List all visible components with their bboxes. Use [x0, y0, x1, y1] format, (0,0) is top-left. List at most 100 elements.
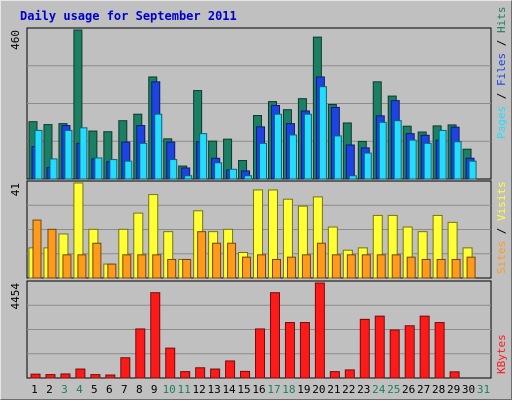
kbytes-bar — [359, 318, 370, 379]
visits-legend-visits: Visits — [495, 181, 508, 221]
x-tick-label: 8 — [136, 383, 143, 396]
x-tick-label: 22 — [342, 383, 355, 396]
kbytes-legend-kbytes: KBytes — [495, 334, 508, 374]
hits-legend-pages: Pages — [495, 106, 508, 139]
sites-bar — [286, 256, 296, 279]
kbytes-bar — [195, 367, 206, 379]
pages-bar — [348, 175, 357, 180]
sites-bar — [92, 242, 102, 279]
kbytes-bar — [30, 373, 41, 379]
x-tick-label: 3 — [61, 383, 68, 396]
pages-bar — [333, 135, 342, 180]
pages-bar — [363, 152, 372, 180]
pages-bar — [229, 168, 238, 180]
x-tick-label: 26 — [402, 383, 415, 396]
x-tick-label: 12 — [193, 383, 206, 396]
kbytes-bar — [314, 282, 325, 379]
sites-bar — [47, 228, 57, 279]
hits-legend-separator: / — [495, 86, 508, 106]
pages-bar — [288, 134, 297, 180]
x-tick-label: 4 — [76, 383, 83, 396]
sites-bar — [152, 254, 162, 279]
pages-bar — [273, 113, 282, 180]
visits-ymax-label: 41 — [9, 183, 22, 196]
kbytes-bar — [269, 292, 280, 379]
pages-bar — [214, 162, 223, 180]
sites-bar — [436, 258, 446, 279]
x-tick-label: 6 — [106, 383, 113, 396]
kbytes-bar — [419, 315, 430, 379]
sites-bar — [421, 258, 431, 279]
kbytes-bar — [225, 360, 236, 379]
kbytes-bar — [299, 322, 310, 379]
x-tick-label: 28 — [432, 383, 445, 396]
x-tick-label: 11 — [178, 383, 191, 396]
sites-bar — [316, 242, 326, 279]
x-tick-label: 18 — [282, 383, 295, 396]
x-tick-label: 20 — [312, 383, 325, 396]
pages-bar — [184, 175, 193, 180]
hits-legend: Pages / Files / Hits — [495, 7, 508, 140]
sites-bar — [107, 263, 117, 279]
kbytes-bar — [90, 374, 101, 379]
x-tick-label: 23 — [357, 383, 370, 396]
x-tick-label: 14 — [222, 383, 236, 396]
kbytes-bar — [434, 322, 445, 379]
kbytes-bar — [105, 374, 116, 379]
x-tick-label: 7 — [121, 383, 128, 396]
x-tick-label: 17 — [267, 383, 280, 396]
kbytes-bar — [389, 329, 400, 379]
pages-bar — [453, 141, 462, 180]
kbytes-bar — [344, 369, 355, 379]
x-tick-label: 21 — [327, 383, 340, 396]
pages-bar — [378, 121, 387, 180]
sites-bar — [77, 254, 87, 279]
sites-bar — [242, 256, 252, 279]
sites-bar — [212, 242, 222, 279]
kbytes-bar — [150, 292, 161, 379]
pages-bar — [49, 158, 58, 180]
sites-bar — [257, 254, 267, 279]
pages-bar — [79, 127, 88, 180]
pages-bar — [169, 159, 178, 180]
pages-bar — [124, 160, 133, 180]
x-tick-label: 30 — [462, 383, 475, 396]
kbytes-bar — [284, 322, 295, 379]
hits-legend-hits: Hits — [495, 7, 508, 34]
sites-bar — [331, 254, 341, 279]
visits-legend: Sites / Visits — [495, 181, 508, 274]
kbytes-bar — [404, 325, 415, 379]
x-tick-label: 1 — [31, 383, 38, 396]
kbytes-bar — [165, 347, 176, 379]
visits-legend-sites: Sites — [495, 241, 508, 274]
sites-bar — [391, 254, 401, 279]
x-tick-label: 13 — [207, 383, 220, 396]
pages-bar — [408, 139, 417, 180]
kbytes-bar — [180, 371, 191, 379]
sites-bar — [271, 258, 281, 279]
x-tick-label: 16 — [252, 383, 265, 396]
sites-bar — [182, 258, 192, 279]
kbytes-bar — [449, 371, 460, 379]
pages-bar — [94, 157, 103, 180]
sites-bar — [451, 258, 461, 279]
pages-bar — [199, 133, 208, 180]
pages-bar — [393, 120, 402, 180]
sites-bar — [301, 254, 311, 279]
sites-bar — [122, 254, 132, 279]
pages-bar — [139, 142, 148, 180]
pages-bar — [244, 175, 253, 180]
visits-legend-separator: / — [495, 221, 508, 241]
kbytes-bar — [240, 370, 251, 379]
kbytes-legend: KBytes — [495, 334, 508, 374]
sites-bar — [167, 258, 177, 279]
x-tick-label: 29 — [447, 383, 460, 396]
pages-bar — [109, 159, 118, 180]
hits-ymax-label: 460 — [9, 30, 22, 50]
sites-bar — [466, 256, 476, 279]
sites-bar — [32, 219, 42, 279]
kbytes-bar — [45, 374, 56, 379]
sites-bar — [227, 242, 237, 279]
x-tick-label: 2 — [46, 383, 53, 396]
